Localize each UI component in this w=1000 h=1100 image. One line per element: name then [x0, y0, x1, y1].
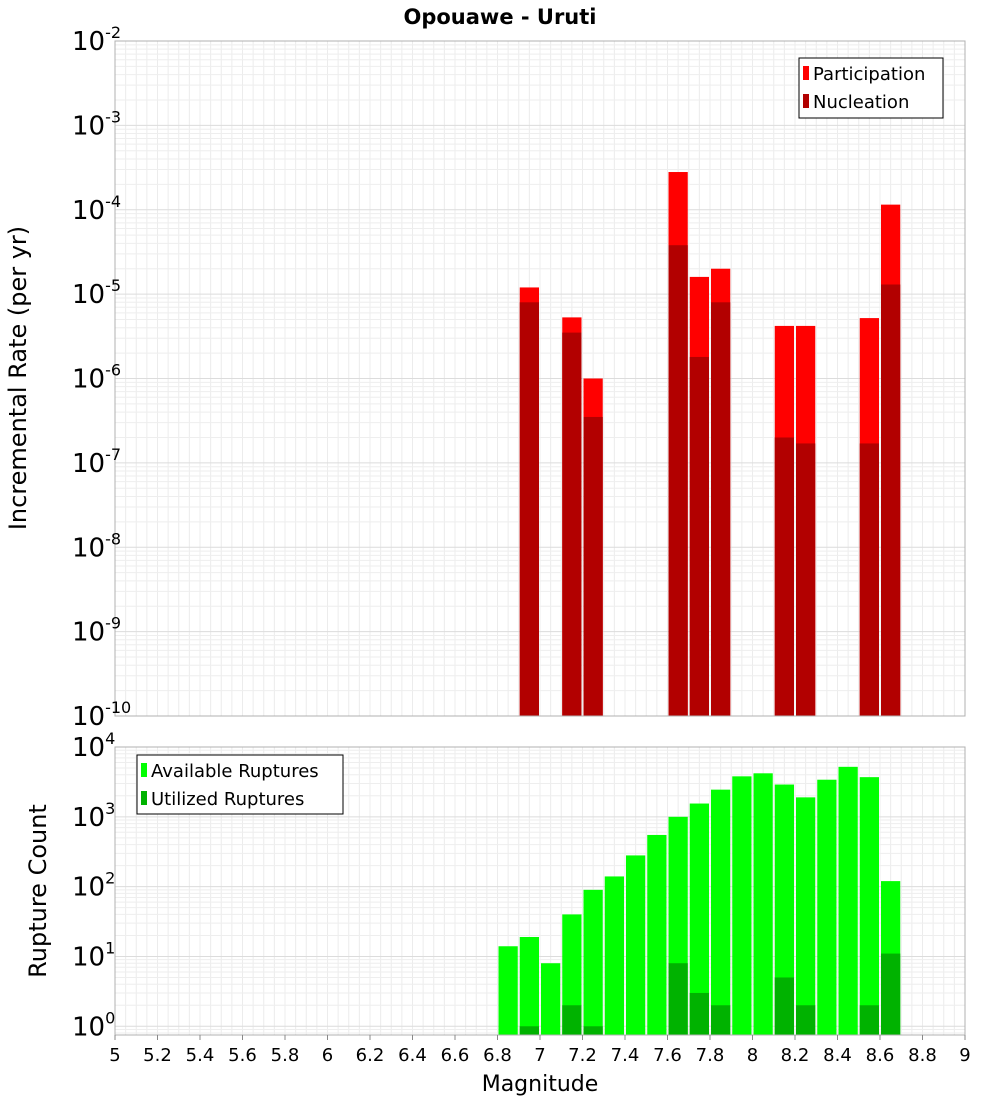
- bar-available-ruptures: [689, 803, 709, 1035]
- bar-available-ruptures: [647, 834, 667, 1035]
- x-tick-label: 5: [109, 1045, 120, 1066]
- y-tick-label: 10-2: [72, 23, 121, 57]
- x-tick-label: 8: [747, 1045, 758, 1066]
- y-tick-label: 103: [72, 799, 115, 833]
- top-plot-frame: [114, 40, 966, 717]
- legend-swatch-available: [141, 763, 147, 777]
- bar-nucleation: [689, 356, 709, 716]
- bar-available-ruptures: [796, 797, 816, 1035]
- legend-label-participation: Participation: [813, 64, 925, 85]
- x-tick-label: 8.4: [823, 1045, 852, 1066]
- bar-nucleation: [562, 332, 582, 716]
- x-axis-label: Magnitude: [482, 1072, 599, 1097]
- legend-label-nucleation: Nucleation: [813, 92, 909, 113]
- chart-title: Opouawe - Uruti: [403, 5, 596, 29]
- x-tick-label: 7.2: [568, 1045, 597, 1066]
- top-y-axis-label: Incremental Rate (per yr): [4, 226, 32, 530]
- bar-nucleation: [583, 416, 603, 716]
- top-bars: [519, 172, 901, 717]
- bar-utilized-ruptures: [711, 1005, 731, 1035]
- bar-utilized-ruptures: [796, 1005, 816, 1035]
- bottom-legend-box: [136, 754, 344, 815]
- bar-available-ruptures: [583, 889, 603, 1035]
- x-tick-label: 6: [322, 1045, 333, 1066]
- bar-utilized-ruptures: [519, 1026, 539, 1035]
- bottom-panel: 100 101 102 103 104 5 5.2 5.4 5.6 5.8 6 6.2 6.4 6.6 6…: [24, 729, 971, 1097]
- x-ticks: 5 5.2 5.4 5.6 5.8 6 6.2 6.4 6.6 6.8 7 7.2 7.4 7.6 7.8 8…: [109, 1035, 971, 1066]
- bar-available-ruptures: [838, 766, 858, 1035]
- bottom-bars: [498, 766, 901, 1035]
- bottom-legend: Available Ruptures Utilized Ruptures: [136, 754, 344, 815]
- bar-utilized-ruptures: [859, 1005, 879, 1035]
- bar-nucleation: [668, 245, 688, 717]
- bottom-y-axis-label: Rupture Count: [24, 804, 52, 978]
- bar-available-ruptures: [859, 777, 879, 1035]
- y-tick-label: 10-10: [72, 698, 131, 732]
- bar-nucleation: [796, 443, 816, 716]
- top-legend: Participation Nucleation: [798, 57, 944, 119]
- x-tick-label: 9: [959, 1045, 970, 1066]
- bar-available-ruptures: [604, 876, 624, 1035]
- bar-utilized-ruptures: [881, 953, 901, 1035]
- bar-utilized-ruptures: [562, 1005, 582, 1035]
- x-tick-label: 8.2: [781, 1045, 810, 1066]
- y-tick-label: 10-9: [72, 614, 121, 648]
- top-y-ticks: 10-10 10-9 10-8 10-7 10-6 10-5 10-4 10-3 10-2: [72, 23, 131, 732]
- bar-available-ruptures: [711, 789, 731, 1035]
- bar-available-ruptures: [498, 946, 518, 1035]
- top-panel: 10-10 10-9 10-8 10-7 10-6 10-5 10-4 10-3 10-2 In…: [4, 23, 966, 732]
- y-tick-label: 100: [72, 1008, 115, 1042]
- bar-nucleation: [774, 437, 794, 716]
- bar-available-ruptures: [817, 779, 837, 1035]
- y-tick-label: 10-3: [72, 107, 121, 141]
- bar-available-ruptures: [562, 914, 582, 1035]
- x-tick-label: 6.8: [483, 1045, 512, 1066]
- bar-nucleation: [711, 302, 731, 716]
- y-tick-label: 10-6: [72, 361, 121, 395]
- x-tick-label: 5.2: [143, 1045, 172, 1066]
- y-tick-label: 102: [72, 869, 115, 903]
- bar-utilized-ruptures: [774, 977, 794, 1035]
- bar-utilized-ruptures: [689, 992, 709, 1035]
- x-tick-label: 6.4: [398, 1045, 427, 1066]
- y-tick-label: 10-8: [72, 529, 121, 563]
- legend-label-utilized: Utilized Ruptures: [151, 789, 304, 810]
- top-legend-box: [798, 57, 944, 119]
- legend-swatch-nucleation: [803, 94, 809, 108]
- bar-available-ruptures: [774, 784, 794, 1035]
- x-tick-label: 8.6: [866, 1045, 895, 1066]
- top-grid: [114, 41, 966, 717]
- x-tick-label: 5.4: [186, 1045, 215, 1066]
- x-tick-label: 7: [534, 1045, 545, 1066]
- x-tick-label: 7.4: [611, 1045, 640, 1066]
- y-tick-label: 10-7: [72, 445, 121, 479]
- bar-nucleation: [881, 284, 901, 716]
- bar-utilized-ruptures: [668, 963, 688, 1035]
- bar-available-ruptures: [732, 776, 752, 1035]
- y-tick-label: 101: [72, 938, 115, 972]
- x-tick-label: 5.8: [271, 1045, 300, 1066]
- x-tick-label: 5.6: [228, 1045, 257, 1066]
- x-tick-label: 7.8: [696, 1045, 725, 1066]
- x-tick-label: 6.6: [441, 1045, 470, 1066]
- bar-available-ruptures: [626, 855, 646, 1035]
- legend-swatch-utilized: [141, 791, 147, 805]
- x-tick-label: 7.6: [653, 1045, 682, 1066]
- y-tick-label: 10-4: [72, 192, 121, 226]
- bar-available-ruptures: [519, 936, 539, 1035]
- bar-nucleation: [859, 443, 879, 716]
- y-tick-label: 104: [72, 729, 115, 763]
- bar-nucleation: [519, 302, 539, 716]
- y-tick-label: 10-5: [72, 276, 121, 310]
- legend-swatch-participation: [803, 66, 809, 80]
- legend-label-available: Available Ruptures: [151, 761, 319, 782]
- bar-available-ruptures: [541, 963, 561, 1035]
- x-tick-label: 8.8: [908, 1045, 937, 1066]
- x-tick-label: 6.2: [356, 1045, 385, 1066]
- bar-available-ruptures: [753, 773, 773, 1035]
- bar-utilized-ruptures: [583, 1026, 603, 1035]
- bottom-y-ticks: 100 101 102 103 104: [72, 729, 115, 1042]
